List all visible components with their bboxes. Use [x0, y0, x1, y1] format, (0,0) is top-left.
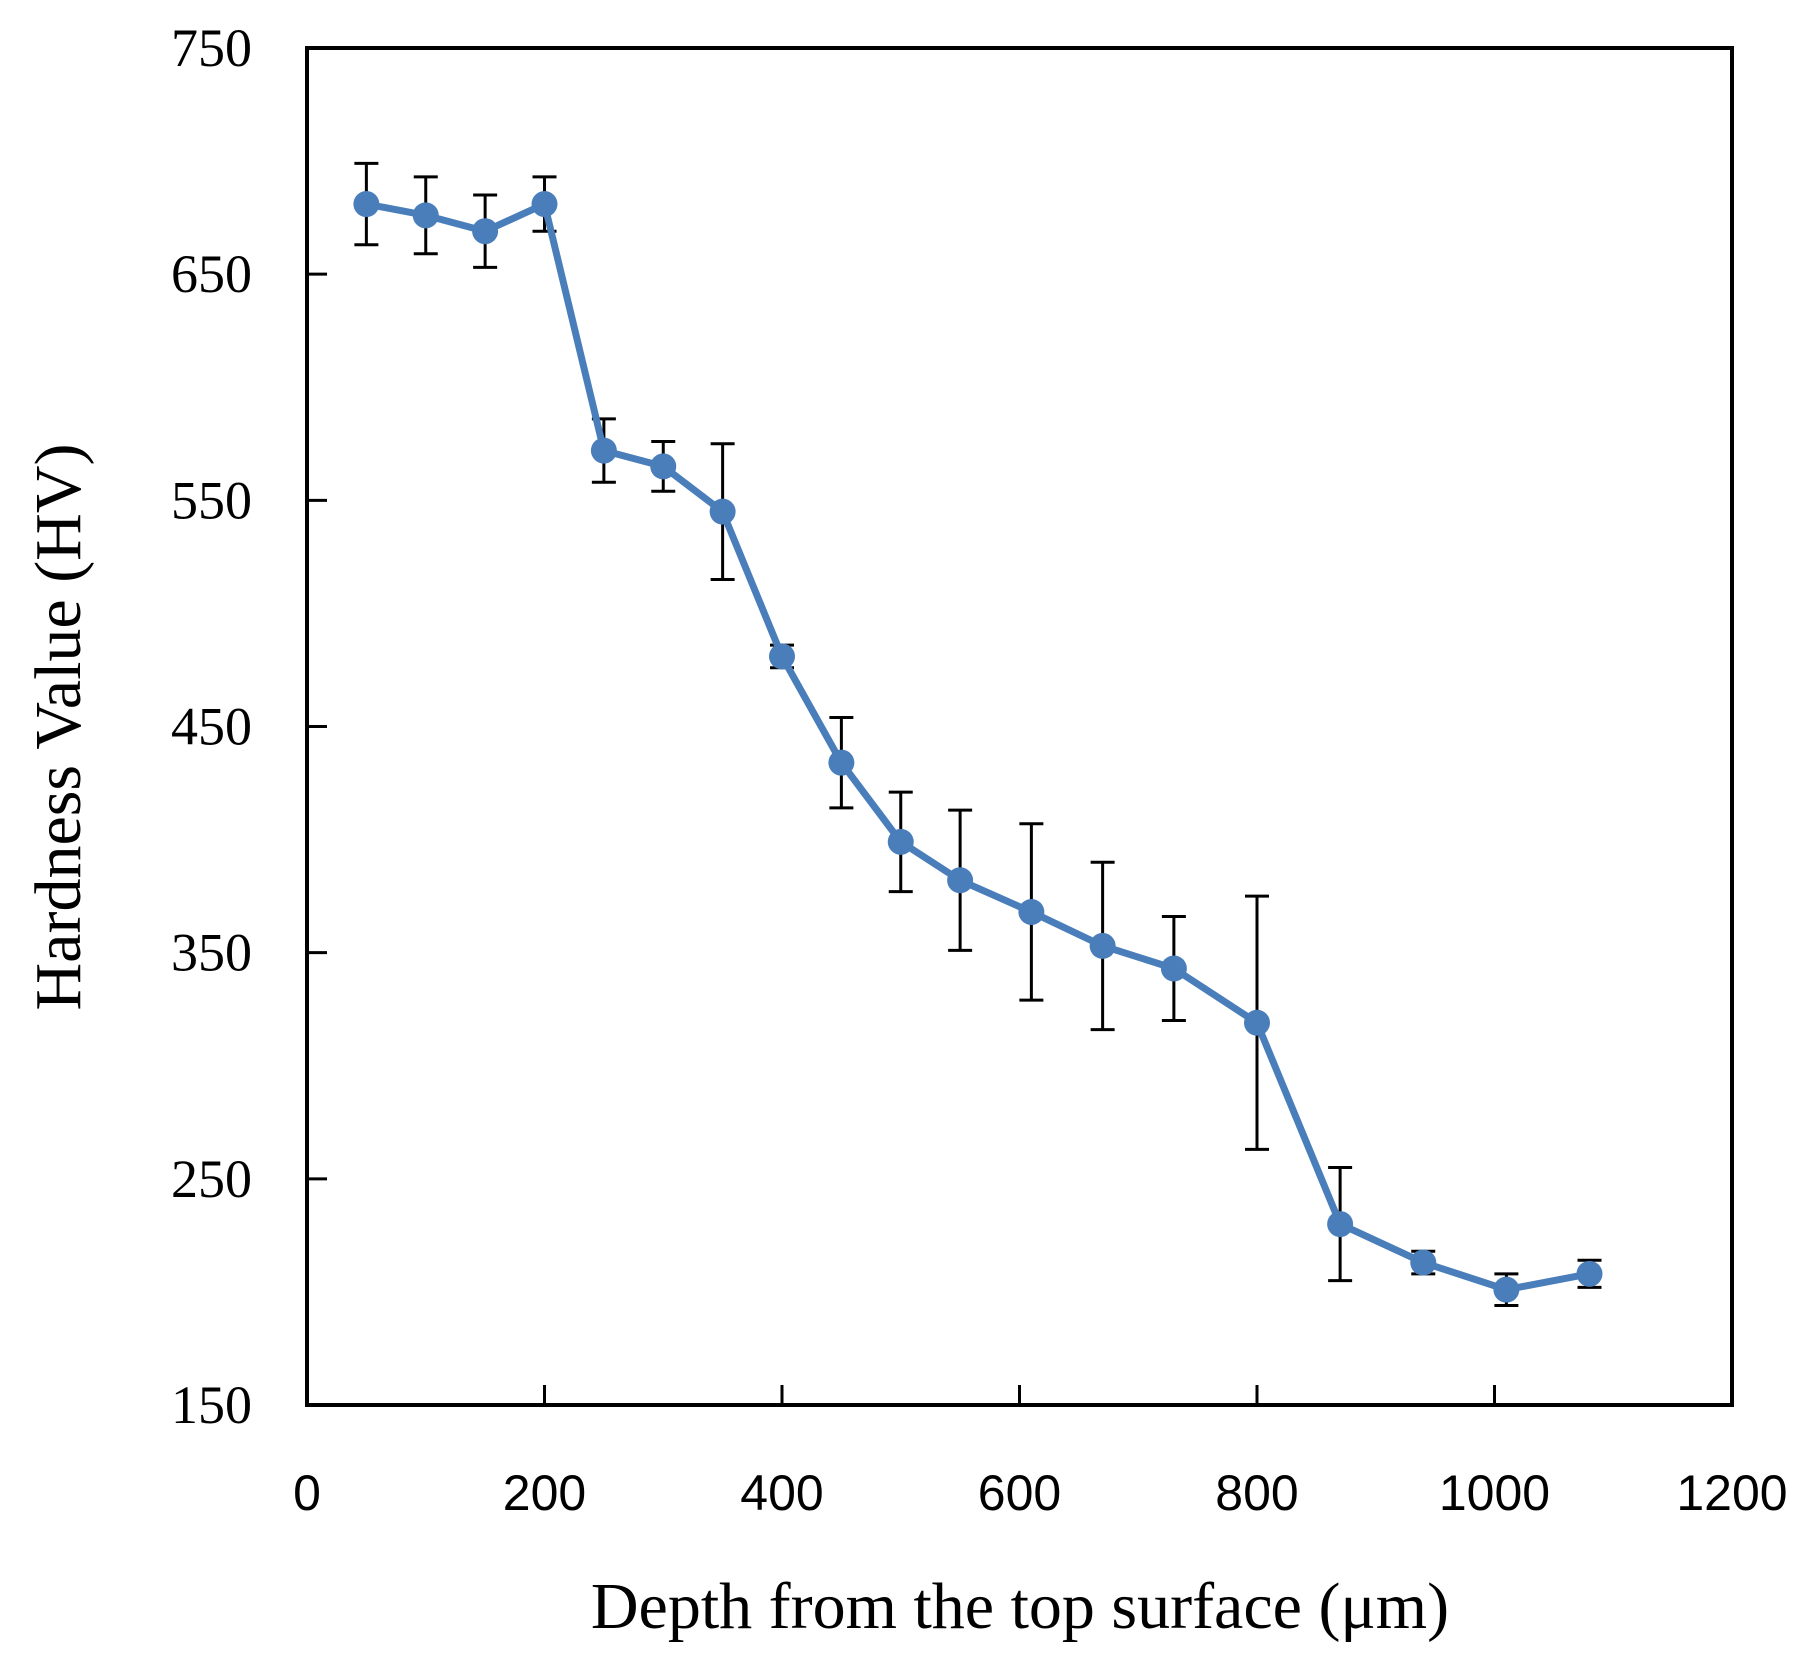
data-point: [412, 202, 439, 229]
x-tick-label: 0: [293, 1465, 321, 1521]
y-tick-label: 750: [171, 18, 252, 78]
data-point: [947, 867, 974, 894]
series-line: [365, 200, 1591, 1294]
data-point: [1410, 1249, 1437, 1276]
y-axis: 150 250 350 450 550 650 750: [171, 18, 327, 1435]
data-point: [1089, 932, 1116, 959]
x-axis-title: Depth from the top surface (μm): [591, 1570, 1449, 1643]
y-tick-label: 450: [171, 697, 252, 757]
data-point: [709, 498, 736, 525]
data-point: [650, 453, 677, 480]
x-tick-label: 400: [740, 1465, 823, 1521]
data-point: [1493, 1276, 1520, 1303]
data-point: [353, 191, 380, 218]
y-tick-label: 550: [171, 470, 252, 530]
data-point: [1244, 1009, 1270, 1036]
data-point: [1327, 1211, 1354, 1238]
x-tick-label: 1000: [1439, 1465, 1550, 1521]
data-point: [531, 191, 558, 218]
data-point: [1018, 898, 1045, 925]
data-point: [1160, 955, 1187, 982]
x-axis: 0 200 400 600 800 1000 1200: [293, 1385, 1788, 1521]
y-tick-label: 250: [171, 1149, 252, 1209]
x-tick-label: 600: [978, 1465, 1061, 1521]
data-point: [828, 749, 855, 776]
x-tick-label: 800: [1215, 1465, 1298, 1521]
y-tick-label: 350: [171, 923, 252, 983]
y-axis-title: Hardness Value (HV): [22, 444, 95, 1011]
plot-area-frame: [305, 46, 1734, 1407]
x-tick-label: 1200: [1676, 1465, 1787, 1521]
y-tick-label: 650: [171, 244, 252, 304]
x-tick-label: 200: [503, 1465, 586, 1521]
data-point: [887, 828, 914, 855]
data-point: [1576, 1260, 1603, 1287]
data-point: [472, 218, 499, 245]
y-tick-label: 150: [171, 1375, 252, 1435]
error-bars: [354, 161, 1602, 1307]
data-series: [353, 191, 1603, 1303]
data-point: [769, 643, 795, 670]
data-point: [590, 437, 617, 464]
